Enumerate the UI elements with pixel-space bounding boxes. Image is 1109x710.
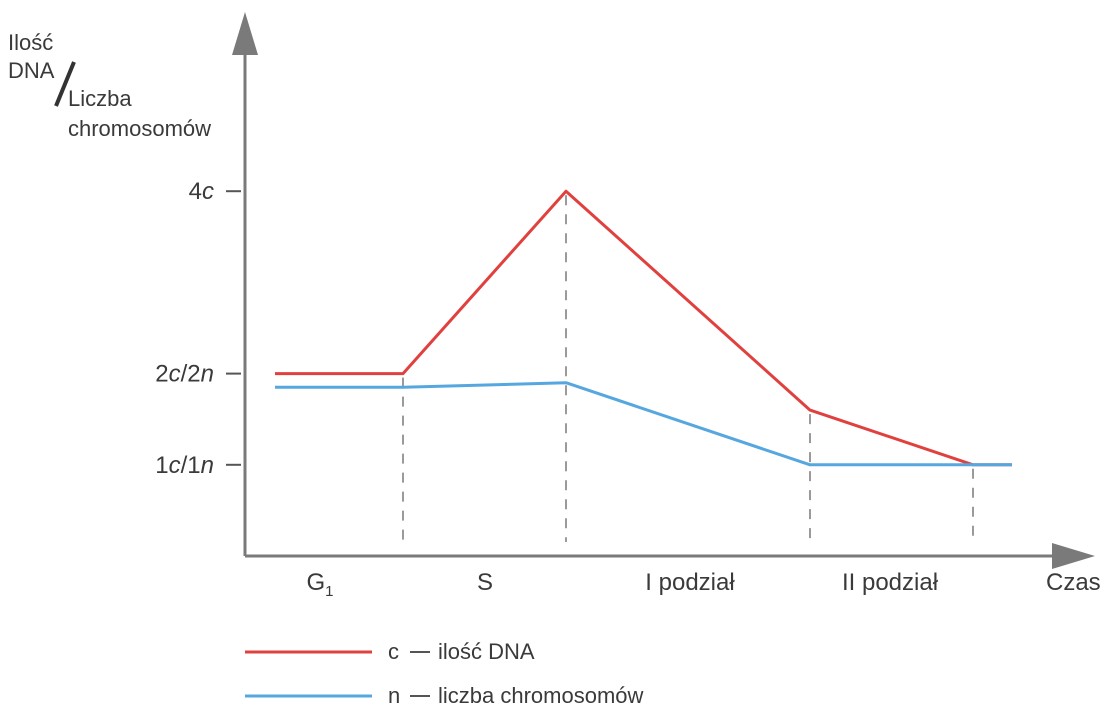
y-axis-label-dna-line2: DNA xyxy=(8,58,55,83)
y-axis-label-dna-line1: Ilość xyxy=(8,30,53,55)
phase-dividers xyxy=(402,195,974,542)
phase-label: I podział xyxy=(645,569,735,596)
y-tick-label: 4c xyxy=(189,178,214,205)
y-axis-arrow xyxy=(232,12,258,55)
legend-letter: c xyxy=(388,639,399,664)
y-axis-label-slash xyxy=(54,61,76,107)
phase-label: G1 xyxy=(306,569,333,600)
series-group xyxy=(274,189,1012,467)
y-tick-label: 1c/1n xyxy=(155,452,214,479)
y-ticks: 4c 2c/2n 1c/1n xyxy=(155,178,241,479)
legend-text: liczba chromosomów xyxy=(438,683,644,708)
legend: c ilość DNA n liczba chromosomów xyxy=(245,639,644,708)
legend-letter: n xyxy=(388,683,400,708)
y-axis-label-chromosomes-line1: Liczba xyxy=(68,86,132,111)
x-axis-label: Czas xyxy=(1046,569,1101,596)
phase-label: II podział xyxy=(842,569,939,596)
y-tick-label: 2c/2n xyxy=(155,361,214,388)
y-axis-label-chromosomes-line2: chromosomów xyxy=(68,116,211,141)
phase-labels: G1 S I podział II podział xyxy=(306,569,938,600)
phase-label: S xyxy=(477,569,493,596)
series-line-chromosomes xyxy=(275,381,1012,467)
series-line-dna xyxy=(275,189,1012,467)
legend-text: ilość DNA xyxy=(438,639,535,664)
x-axis-arrow xyxy=(1052,543,1095,569)
